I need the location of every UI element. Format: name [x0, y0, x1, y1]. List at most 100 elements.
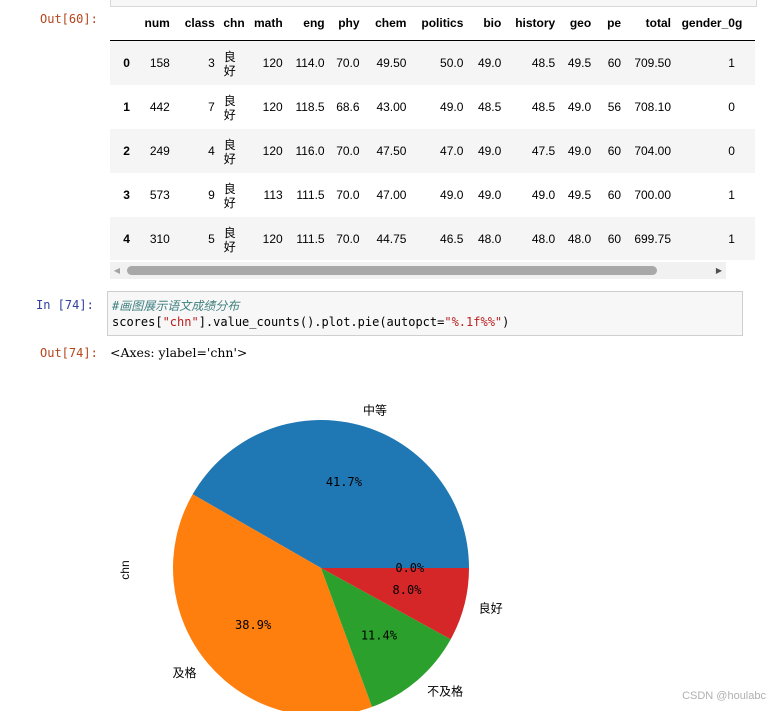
table-cell: 111.5	[296, 187, 325, 202]
dataframe-output[interactable]: num class chn math eng phy chem politics bio hist…	[110, 6, 755, 260]
column-header: bio	[463, 6, 502, 41]
table-cell: 113	[263, 187, 283, 202]
table-cell: 573	[149, 187, 170, 202]
input-prompt-74: In [74]:	[36, 298, 94, 312]
column-header: eng	[282, 6, 325, 41]
pie-slice	[321, 568, 469, 640]
table-row: 3 573 9 良好 113 111.5 70.0 47.00 49.0 49.0 49.0 49.5…	[110, 173, 755, 217]
table-cell: 0	[728, 99, 735, 114]
row-index: 3	[123, 187, 130, 202]
table-cell: 114.0	[295, 55, 325, 70]
code-line-comment: #画图展示语文成绩分布	[112, 297, 239, 314]
column-header: politics	[406, 6, 464, 41]
table-cell: 49.0	[567, 99, 592, 114]
table-cell-char: 好	[223, 107, 236, 122]
horizontal-scrollbar[interactable]: ◀ ▶	[110, 262, 726, 279]
table-cell: 442	[149, 99, 170, 114]
output-prompt-60: Out[60]:	[40, 12, 98, 26]
table-cell-chn: 良好	[215, 129, 245, 173]
table-cell: 48.5	[477, 99, 502, 114]
table-cell: 120	[262, 99, 283, 114]
table-cell: 704.00	[634, 143, 672, 158]
table-cell: 49.0	[567, 143, 592, 158]
row-index: 0	[123, 55, 130, 70]
table-cell-chn: 良好	[215, 217, 245, 261]
row-index: 1	[123, 99, 130, 114]
column-header: g	[734, 6, 755, 41]
table-cell: 7	[208, 99, 215, 114]
table-cell: 60	[607, 55, 622, 70]
table-row: 2 249 4 良好 120 116.0 70.0 47.50 47.0 49.0 47.5 49.0…	[110, 128, 755, 173]
table-cell: 118.5	[295, 99, 325, 114]
scroll-right-arrow-icon[interactable]: ▶	[715, 266, 723, 275]
table-cell: 48.0	[531, 231, 556, 246]
table-cell: 47.50	[376, 143, 407, 158]
pie-ylabel: chn	[118, 560, 132, 579]
pie-percent-label: 8.0%	[393, 583, 423, 597]
watermark: CSDN @houlabc	[682, 690, 766, 702]
pie-category-label: 及格	[173, 665, 197, 680]
pie-percent-label: 0.0%	[395, 561, 425, 575]
pie-slices	[173, 419, 470, 711]
table-cell: 44.75	[376, 231, 407, 246]
table-cell: 68.6	[336, 99, 360, 114]
dataframe-table: num class chn math eng phy chem politics bio hist…	[110, 6, 755, 260]
table-cell-chn: 良好	[215, 85, 245, 129]
column-header: gender_0	[671, 6, 735, 41]
table-cell: 47.00	[376, 187, 407, 202]
table-cell: 48.5	[531, 55, 556, 70]
table-cell: 120	[262, 55, 283, 70]
table-cell: 70.0	[336, 187, 360, 202]
pie-slice	[192, 419, 470, 568]
code-token: ].value_counts().plot.pie(autopct=	[198, 315, 445, 329]
column-header: total	[621, 6, 672, 41]
code-token: scores[	[112, 315, 163, 329]
table-cell: 56	[607, 99, 622, 114]
table-cell: 0	[728, 143, 735, 158]
column-header: phy	[324, 6, 360, 41]
table-cell-chn: 良好	[215, 173, 245, 217]
code-string-key: "chn"	[162, 315, 199, 329]
code-line-plot: scores["chn"].value_counts().plot.pie(au…	[112, 315, 509, 329]
table-cell-char: 好	[223, 151, 236, 166]
column-header: math	[244, 6, 283, 41]
table-cell: 60	[607, 231, 622, 246]
column-header: num	[129, 6, 170, 41]
table-cell-char: 良	[223, 49, 236, 64]
code-cell-74[interactable]: #画图展示语文成绩分布 scores["chn"].value_counts()…	[107, 291, 743, 336]
table-cell: 120	[262, 143, 283, 158]
table-cell: 70.0	[336, 231, 360, 246]
column-header: class	[169, 6, 215, 41]
row-index: 4	[123, 231, 130, 246]
table-cell: 49.0	[477, 187, 502, 202]
table-cell: 699.75	[634, 231, 672, 246]
axes-repr-output: <Axes: ylabel='chn'>	[110, 345, 248, 360]
table-header-row: num class chn math eng phy chem politics bio hist…	[110, 6, 755, 41]
table-cell: 60	[607, 187, 622, 202]
table-cell: 49.0	[531, 187, 556, 202]
table-cell-char: 良	[223, 93, 236, 108]
table-cell: 709.50	[634, 55, 672, 70]
table-cell: 49.0	[477, 143, 502, 158]
table-cell: 48.0	[477, 231, 502, 246]
table-cell: 111.5	[296, 231, 325, 246]
scrollbar-thumb[interactable]	[127, 266, 657, 275]
column-header	[110, 6, 130, 41]
table-cell: 48.5	[531, 99, 556, 114]
table-cell: 49.0	[440, 187, 464, 202]
column-header: pe	[591, 6, 622, 41]
table-cell-char: 良	[223, 137, 236, 152]
table-cell: 3	[208, 55, 215, 70]
table-cell: 50.0	[440, 55, 464, 70]
table-cell: 9	[208, 187, 215, 202]
table-cell: 158	[149, 55, 170, 70]
code-comment: #画图展示语文成绩分布	[112, 299, 240, 313]
table-cell: 4	[208, 143, 215, 158]
table-cell: 708.10	[634, 99, 672, 114]
table-cell: 47.0	[440, 143, 464, 158]
pie-slice	[321, 568, 451, 707]
scroll-left-arrow-icon[interactable]: ◀	[113, 266, 121, 275]
table-cell: 116.0	[295, 143, 325, 158]
column-header: history	[501, 6, 556, 41]
row-index: 2	[123, 143, 130, 158]
